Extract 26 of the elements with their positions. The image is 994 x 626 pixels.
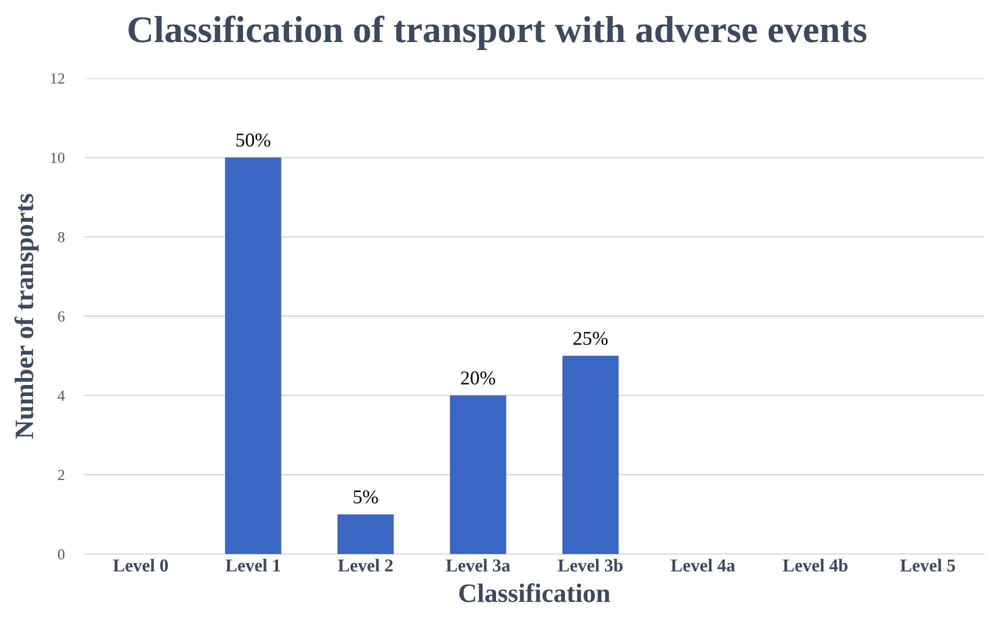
chart-title: Classification of transport with adverse events bbox=[128, 16, 866, 50]
y-tick-label: 0 bbox=[58, 549, 64, 560]
annotation: 50% bbox=[236, 134, 270, 147]
x-tick-label: Level 0 bbox=[113, 558, 168, 572]
bar bbox=[337, 514, 394, 554]
y-tick-label: 2 bbox=[58, 470, 64, 480]
bar bbox=[562, 356, 619, 554]
x-axis-title: Classification bbox=[459, 583, 610, 602]
y-axis-title: Number of transports bbox=[14, 194, 39, 439]
bar bbox=[450, 395, 506, 554]
annotation: 25% bbox=[574, 332, 608, 345]
annotation: 20% bbox=[461, 371, 496, 385]
x-tick-label: Level 1 bbox=[226, 558, 280, 572]
y-tick-label: 4 bbox=[58, 390, 65, 401]
x-tick-label: Level 4b bbox=[782, 558, 848, 572]
bar bbox=[225, 158, 282, 554]
x-tick-label: Level 2 bbox=[338, 558, 393, 572]
y-tick-label: 10 bbox=[51, 152, 64, 163]
x-tick-label: Level 5 bbox=[900, 558, 956, 572]
y-tick-label: 6 bbox=[58, 311, 65, 322]
annotation: 5% bbox=[354, 490, 378, 504]
y-tick-label: 12 bbox=[51, 73, 64, 84]
x-tick-label: Level 3b bbox=[558, 558, 623, 572]
y-tick-label: 8 bbox=[58, 232, 64, 242]
x-tick-label: Level 3a bbox=[446, 558, 510, 572]
x-tick-label: Level 4a bbox=[670, 558, 736, 572]
